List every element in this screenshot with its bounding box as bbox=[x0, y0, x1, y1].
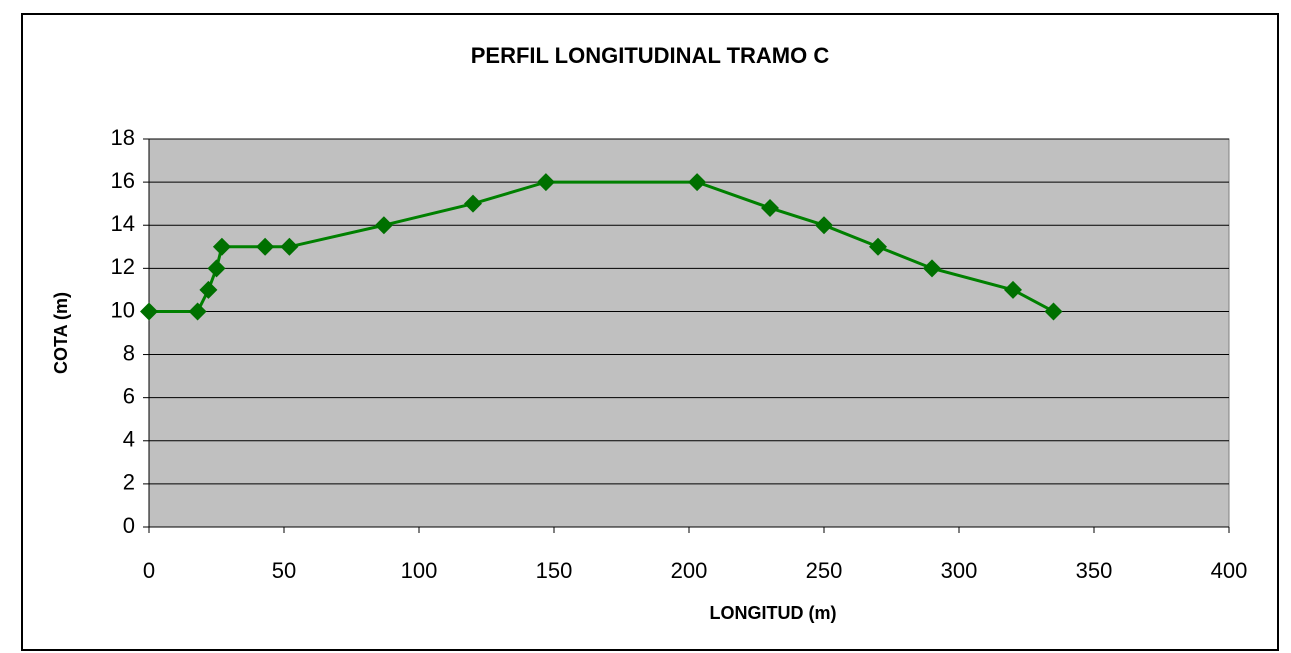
data-point bbox=[536, 173, 555, 192]
x-tick-label: 0 bbox=[143, 558, 155, 583]
chart-title: PERFIL LONGITUDINAL TRAMO C bbox=[471, 43, 830, 68]
y-tick-label: 0 bbox=[123, 513, 135, 538]
x-tick-label: 400 bbox=[1211, 558, 1248, 583]
data-point bbox=[212, 237, 231, 256]
y-tick-label: 8 bbox=[123, 340, 135, 365]
plot-area bbox=[148, 138, 1230, 528]
data-point bbox=[923, 259, 941, 278]
data-point bbox=[761, 198, 779, 217]
data-point bbox=[869, 237, 887, 256]
data-point bbox=[815, 216, 833, 235]
x-axis-label: LONGITUD (m) bbox=[710, 603, 837, 623]
y-axis-label: COTA (m) bbox=[51, 292, 71, 374]
y-tick-label: 4 bbox=[123, 427, 135, 452]
data-point bbox=[1004, 280, 1022, 299]
y-tick-label: 6 bbox=[123, 383, 135, 408]
y-tick-label: 16 bbox=[111, 168, 135, 193]
data-point bbox=[688, 173, 707, 192]
y-tick-label: 10 bbox=[111, 297, 135, 322]
data-point bbox=[1044, 302, 1063, 321]
x-tick-label: 150 bbox=[536, 558, 573, 583]
data-point bbox=[256, 237, 275, 256]
data-point bbox=[140, 302, 158, 321]
data-point bbox=[374, 216, 393, 235]
data-point bbox=[199, 280, 218, 299]
y-tick-label: 12 bbox=[111, 254, 135, 279]
x-tick-label: 250 bbox=[806, 558, 843, 583]
data-point bbox=[188, 302, 207, 321]
data-point bbox=[207, 259, 226, 278]
x-tick-label: 50 bbox=[272, 558, 296, 583]
x-tick-label: 100 bbox=[401, 558, 438, 583]
data-point bbox=[280, 237, 299, 256]
x-tick-label: 350 bbox=[1076, 558, 1113, 583]
x-tick-label: 200 bbox=[671, 558, 708, 583]
data-point bbox=[464, 194, 482, 213]
y-tick-label: 2 bbox=[123, 470, 135, 495]
y-tick-label: 14 bbox=[111, 211, 135, 236]
x-tick-label: 300 bbox=[941, 558, 978, 583]
y-tick-label: 18 bbox=[111, 125, 135, 150]
